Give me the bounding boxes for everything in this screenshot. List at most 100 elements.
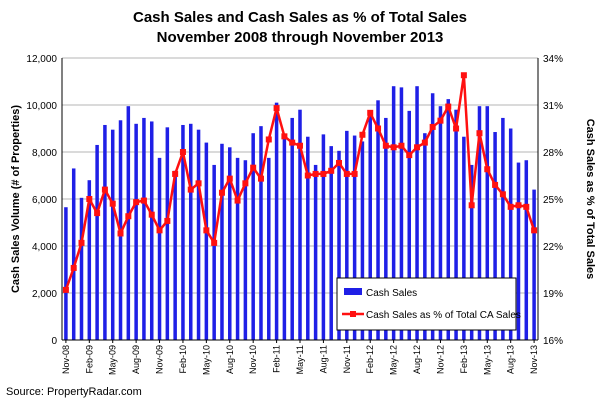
- line-point: [390, 144, 397, 151]
- line-point: [86, 196, 93, 202]
- y-tick-label: 8,000: [32, 148, 57, 159]
- y2-tick-label: 31%: [543, 101, 563, 112]
- x-tick-label: Nov-13: [529, 345, 539, 374]
- bar: [212, 164, 216, 340]
- x-tick-label: Feb-13: [459, 345, 469, 374]
- line-point: [226, 175, 233, 182]
- line-point: [289, 139, 296, 146]
- bar: [251, 133, 255, 340]
- line-point: [515, 202, 522, 209]
- y-tick-label: 2,000: [32, 289, 57, 300]
- y-axis-label: Cash Sales Volume (# of Properties): [10, 105, 22, 293]
- x-tick-label: May-09: [108, 345, 118, 375]
- bar: [368, 113, 372, 340]
- bar: [462, 136, 466, 340]
- bar: [469, 164, 474, 340]
- x-tick-label: May-12: [389, 345, 399, 375]
- bar: [235, 157, 240, 340]
- line-point: [437, 117, 444, 124]
- bar: [188, 123, 193, 340]
- line-point: [499, 191, 506, 198]
- line-point: [468, 202, 475, 209]
- line-point: [234, 197, 241, 204]
- line-point: [507, 203, 514, 210]
- line-point: [70, 264, 77, 271]
- y2-tick-label: 28%: [543, 148, 563, 159]
- line-point: [476, 130, 483, 137]
- line-point: [304, 172, 311, 179]
- source-note: Source: PropertyRadar.com: [6, 386, 142, 398]
- line-point: [421, 139, 428, 146]
- bar: [438, 106, 443, 340]
- line-point: [94, 210, 101, 217]
- line-point: [179, 149, 186, 155]
- bar: [274, 102, 279, 341]
- line-point: [172, 170, 179, 177]
- bar: [134, 123, 138, 340]
- bar: [103, 124, 107, 340]
- y2-tick-label: 25%: [543, 195, 563, 206]
- bar: [407, 110, 412, 340]
- line-point: [531, 227, 538, 234]
- x-tick-label: Nov-11: [342, 345, 352, 373]
- line-point: [187, 186, 194, 193]
- line-point: [375, 125, 382, 132]
- chart-subtitle: November 2008 through November 2013: [156, 29, 444, 46]
- line-point: [336, 159, 343, 166]
- bar: [352, 135, 357, 340]
- legend-swatch-bar: [344, 288, 362, 295]
- legend-swatch-marker: [350, 311, 356, 317]
- x-tick-label: Aug-09: [131, 345, 141, 374]
- bar: [337, 150, 341, 340]
- line-point: [429, 123, 436, 130]
- line-point: [140, 197, 147, 204]
- chart-title: Cash Sales and Cash Sales as % of Total …: [132, 9, 468, 26]
- x-tick-label: Aug-11: [318, 345, 328, 373]
- y-tick-label: 10,000: [26, 101, 57, 112]
- bar: [391, 86, 396, 340]
- bar: [524, 160, 529, 340]
- bar: [360, 141, 365, 340]
- bar: [508, 128, 513, 340]
- x-tick-label: May-11: [295, 345, 305, 374]
- line-point: [78, 239, 85, 246]
- bar: [95, 144, 99, 340]
- bar: [430, 93, 435, 340]
- y2-tick-label: 16%: [543, 336, 563, 347]
- legend: Cash Sales Cash Sales as % of Total CA S…: [336, 277, 521, 331]
- bar: [306, 136, 310, 340]
- line-point: [281, 133, 288, 140]
- bar: [446, 99, 451, 340]
- bar: [290, 117, 294, 340]
- x-tick-label: Feb-12: [365, 345, 375, 374]
- line-point: [359, 131, 366, 138]
- line-point: [250, 164, 257, 171]
- line-point: [406, 152, 413, 159]
- bar: [423, 133, 427, 340]
- x-tick-label: Feb-09: [84, 345, 94, 374]
- line-point: [242, 180, 249, 187]
- legend-label-cash-sales: Cash Sales: [366, 288, 417, 299]
- bar: [259, 126, 263, 341]
- bar: [228, 147, 232, 340]
- x-tick-label: Nov-08: [61, 345, 71, 374]
- legend-label-cash-pct: Cash Sales as % of Total CA Sales: [366, 310, 521, 321]
- bar: [110, 129, 115, 340]
- bar: [516, 162, 521, 340]
- line-point: [203, 227, 210, 234]
- bar: [384, 117, 388, 340]
- y-tick-label: 0: [51, 336, 57, 347]
- line-point: [117, 230, 124, 237]
- legend-box: [336, 277, 517, 331]
- line-point: [265, 136, 272, 143]
- bar: [313, 164, 318, 340]
- bar: [149, 121, 154, 340]
- line-point: [382, 142, 389, 149]
- x-tick-label: Feb-11: [272, 345, 282, 373]
- x-tick-label: Aug-12: [412, 345, 422, 374]
- bar: [477, 106, 482, 340]
- line-point: [484, 166, 491, 173]
- y2-tick-label: 34%: [543, 54, 563, 65]
- y-tick-label: 4,000: [32, 242, 57, 253]
